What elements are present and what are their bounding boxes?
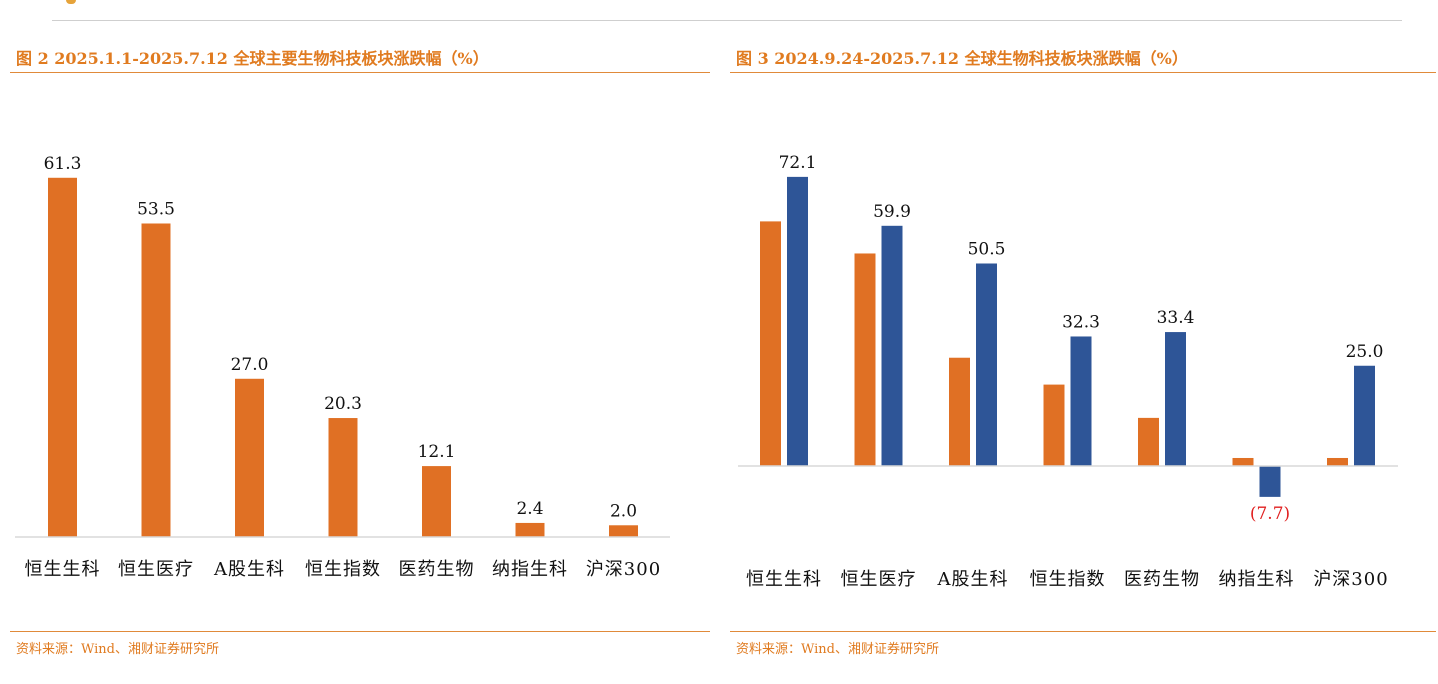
category-label-2-6: 沪深300	[586, 559, 661, 580]
figure-2-title: 图 2 2025.1.1-2025.7.12 全球主要生物科技板块涨跌幅（%）	[16, 49, 489, 68]
bar-3-s0-5	[1232, 457, 1254, 466]
figure-3-panel: 图 3 2024.9.24-2025.7.12 全球生物科技板块涨跌幅（%） 7…	[730, 40, 1436, 660]
data-label-2-0: 61.3	[44, 154, 82, 174]
category-label-2-4: 医药生物	[399, 559, 475, 580]
bar-3-s1-0	[787, 176, 808, 466]
bar-3-s0-4	[1138, 417, 1159, 466]
bar-3-s1-6	[1354, 365, 1375, 466]
figure-2-panel: 图 2 2025.1.1-2025.7.12 全球主要生物科技板块涨跌幅（%） …	[10, 40, 710, 660]
category-label-3-2: A股生科	[937, 569, 1009, 590]
category-label-2-2: A股生科	[213, 559, 285, 580]
category-label-2-5: 纳指生科	[492, 559, 568, 580]
category-label-2-1: 恒生医疗	[118, 559, 194, 580]
bar-3-s0-3	[1043, 384, 1065, 466]
category-label-2-3: 恒生指数	[305, 559, 381, 580]
data-label-2-4: 12.1	[418, 442, 456, 462]
bar-3-s1-1	[881, 225, 903, 466]
figure-2-title-rule	[10, 72, 710, 73]
category-label-3-5: 纳指生科	[1219, 569, 1295, 590]
data-label-3-5: (7.7)	[1250, 504, 1290, 524]
header-divider	[52, 20, 1402, 21]
bar-2-s0-6	[609, 525, 638, 537]
data-label-2-6: 2.0	[610, 501, 637, 521]
bar-2-s0-4	[422, 466, 451, 537]
bar-3-s0-0	[760, 221, 781, 466]
category-label-3-6: 沪深300	[1313, 569, 1388, 590]
category-label-3-1: 恒生医疗	[841, 569, 917, 590]
data-label-3-1: 59.9	[873, 202, 911, 222]
data-label-2-5: 2.4	[516, 499, 543, 519]
data-label-2-2: 27.0	[231, 355, 269, 375]
bar-3-s0-6	[1327, 457, 1348, 466]
bar-3-s0-1	[854, 253, 876, 466]
category-label-3-4: 医药生物	[1124, 569, 1200, 590]
data-label-3-0: 72.1	[779, 153, 817, 173]
figure-2-source-rule	[10, 631, 710, 632]
figure-3-title-rule	[730, 72, 1436, 73]
category-label-3-0: 恒生生科	[746, 569, 822, 590]
bar-3-s1-2	[976, 263, 997, 466]
figure-2-source: 资料来源：Wind、湘财证券研究所	[16, 642, 219, 657]
data-label-2-1: 53.5	[137, 199, 175, 219]
data-label-3-6: 25.0	[1346, 342, 1384, 362]
bar-3-s1-3	[1070, 336, 1092, 466]
bar-2-s0-0	[48, 177, 77, 538]
category-label-3-3: 恒生指数	[1030, 569, 1106, 590]
top-decoration	[66, 0, 76, 4]
data-label-3-4: 33.4	[1157, 308, 1195, 328]
data-label-3-3: 32.3	[1062, 312, 1100, 332]
bar-2-s0-5	[515, 522, 545, 537]
category-label-2-0: 恒生生科	[25, 559, 101, 580]
bar-2-s0-3	[328, 418, 358, 537]
bar-3-s1-5	[1259, 466, 1281, 497]
data-label-2-3: 20.3	[324, 394, 362, 414]
figure-3-source: 资料来源：Wind、湘财证券研究所	[736, 642, 939, 657]
bar-2-s0-2	[235, 378, 264, 537]
figure-2-chart: 61.3 恒生生科 53.5 恒生医疗 27.0 A股生科 20.3 恒生指数 12.1 医药生物…	[15, 154, 670, 580]
bar-2-s0-1	[141, 223, 171, 538]
data-label-3-2: 50.5	[968, 239, 1006, 259]
figure-3-source-rule	[730, 631, 1436, 632]
bar-3-s1-4	[1165, 332, 1186, 466]
figure-3-chart: 72.1 恒生生科 59.9 恒生医疗 50.5 A股生科 32.3 恒生指数 33.4 医药生物…	[738, 153, 1398, 590]
bar-3-s0-2	[949, 357, 970, 466]
figure-3-title: 图 3 2024.9.24-2025.7.12 全球生物科技板块涨跌幅（%）	[736, 49, 1188, 68]
